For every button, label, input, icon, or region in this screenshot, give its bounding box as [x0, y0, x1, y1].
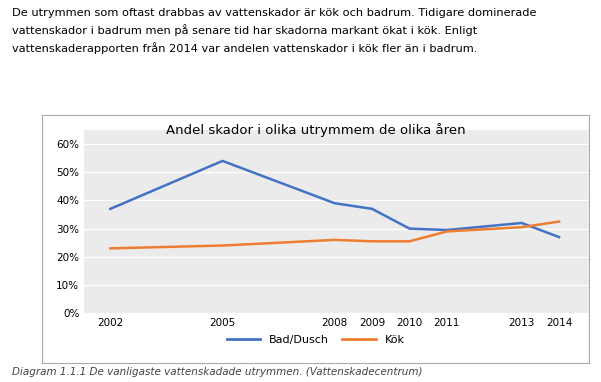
Line: Kök: Kök [111, 222, 559, 248]
Line: Bad/Dusch: Bad/Dusch [111, 161, 559, 237]
Text: Diagram 1.1.1 De vanligaste vattenskadade utrymmen. (Vattenskadecentrum): Diagram 1.1.1 De vanligaste vattenskadad… [12, 367, 423, 377]
Kök [331, 238, 338, 242]
Text: Andel skador i olika utrymmem de olika åren: Andel skador i olika utrymmem de olika å… [166, 123, 465, 137]
Text: De utrymmen som oftast drabbas av vattenskador är kök och badrum. Tidigare domin: De utrymmen som oftast drabbas av vatten… [12, 8, 537, 54]
Kök [368, 239, 376, 244]
Legend: Bad/Dusch, Kök: Bad/Dusch, Kök [222, 330, 409, 350]
Kök [107, 246, 114, 251]
Kök [219, 243, 226, 248]
Kök [444, 229, 451, 234]
Bad/Dusch [406, 226, 413, 231]
Bad/Dusch [444, 228, 451, 232]
Kök [518, 225, 525, 230]
Bad/Dusch [368, 207, 376, 211]
Bad/Dusch [107, 207, 114, 211]
Bad/Dusch [219, 159, 226, 163]
Bad/Dusch [555, 235, 563, 240]
Bad/Dusch [518, 221, 525, 225]
Kök [406, 239, 413, 244]
Bad/Dusch [331, 201, 338, 206]
Kök [555, 219, 563, 224]
